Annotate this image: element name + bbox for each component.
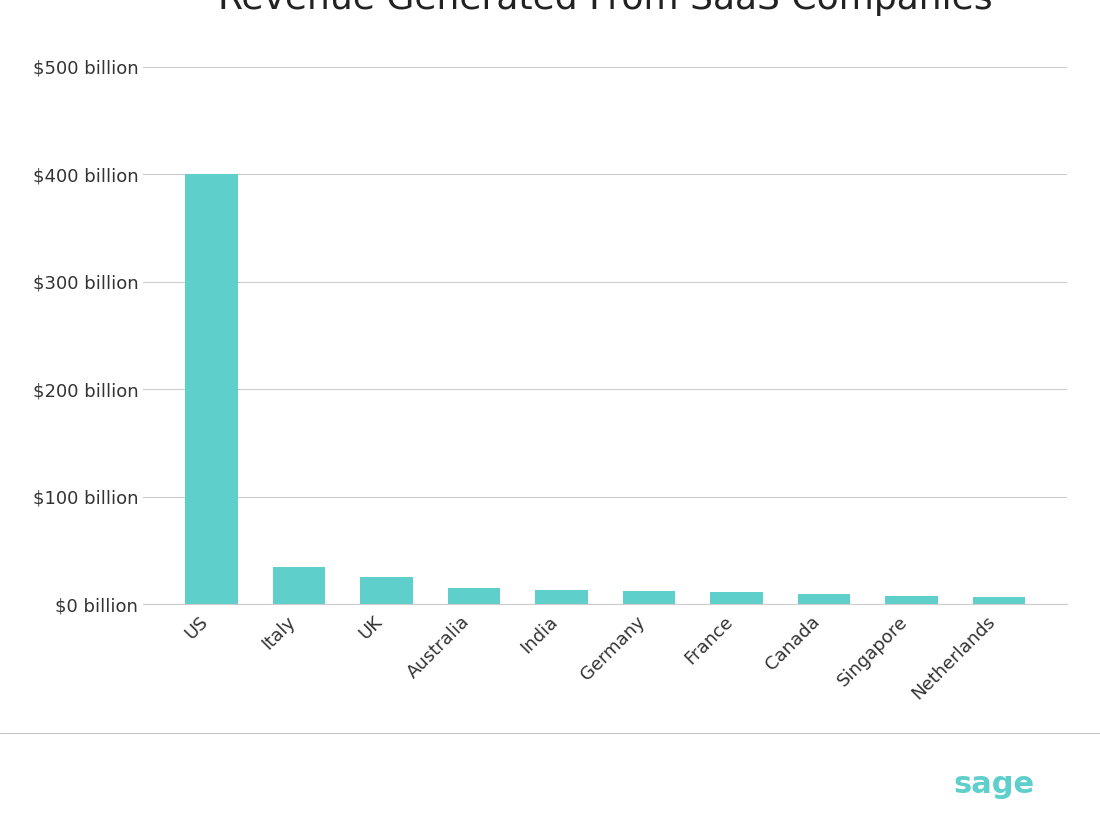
Text: demand: demand [836,769,974,799]
Bar [448,588,501,604]
Title: Revenue Generated From SaaS Companies: Revenue Generated From SaaS Companies [218,0,992,17]
Bar [535,590,587,604]
Text: sage: sage [954,769,1035,799]
Bar [623,592,675,604]
Bar [972,597,1025,604]
Bar [360,577,412,604]
Bar [273,566,324,604]
Bar [886,596,937,604]
Bar [798,593,850,604]
Text: SaaS Statistics | © Copyright: SaaS Statistics | © Copyright [44,773,348,794]
Bar [185,174,238,604]
Bar [710,592,762,604]
